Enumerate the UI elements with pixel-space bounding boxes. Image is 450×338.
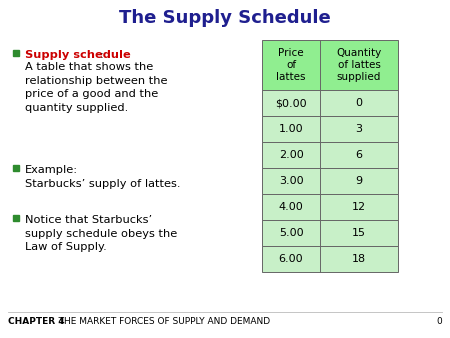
Text: 3: 3 <box>356 124 363 134</box>
Text: 0: 0 <box>436 317 442 327</box>
Text: 12: 12 <box>352 202 366 212</box>
Text: 0: 0 <box>356 98 363 108</box>
Text: 2.00: 2.00 <box>279 150 303 160</box>
FancyBboxPatch shape <box>262 220 398 246</box>
Text: $0.00: $0.00 <box>275 98 307 108</box>
Text: 6: 6 <box>356 150 363 160</box>
Text: Example:
Starbucks’ supply of lattes.: Example: Starbucks’ supply of lattes. <box>25 165 180 189</box>
Text: 4.00: 4.00 <box>279 202 303 212</box>
Text: Quantity
of lattes
supplied: Quantity of lattes supplied <box>337 48 382 82</box>
FancyBboxPatch shape <box>262 40 398 90</box>
Text: 15: 15 <box>352 228 366 238</box>
Text: 6.00: 6.00 <box>279 254 303 264</box>
Text: 5.00: 5.00 <box>279 228 303 238</box>
FancyBboxPatch shape <box>262 246 398 272</box>
Bar <box>13 215 19 221</box>
Text: The Supply Schedule: The Supply Schedule <box>119 9 331 27</box>
FancyBboxPatch shape <box>262 116 398 142</box>
Bar <box>13 165 19 171</box>
Text: THE MARKET FORCES OF SUPPLY AND DEMAND: THE MARKET FORCES OF SUPPLY AND DEMAND <box>50 317 270 327</box>
FancyBboxPatch shape <box>262 168 398 194</box>
Text: A table that shows the
relationship between the
price of a good and the
quantity: A table that shows the relationship betw… <box>25 62 167 113</box>
Text: Supply schedule: Supply schedule <box>25 50 131 60</box>
FancyBboxPatch shape <box>262 90 398 116</box>
Text: 1.00: 1.00 <box>279 124 303 134</box>
Text: Notice that Starbucks’
supply schedule obeys the
Law of Supply.: Notice that Starbucks’ supply schedule o… <box>25 215 177 252</box>
FancyBboxPatch shape <box>262 194 398 220</box>
Bar <box>13 50 19 56</box>
Text: 9: 9 <box>356 176 363 186</box>
Text: CHAPTER 4: CHAPTER 4 <box>8 317 65 327</box>
FancyBboxPatch shape <box>262 142 398 168</box>
Text: 18: 18 <box>352 254 366 264</box>
Text: 3.00: 3.00 <box>279 176 303 186</box>
Text: :: : <box>100 50 104 60</box>
Text: Price
of
lattes: Price of lattes <box>276 48 306 82</box>
